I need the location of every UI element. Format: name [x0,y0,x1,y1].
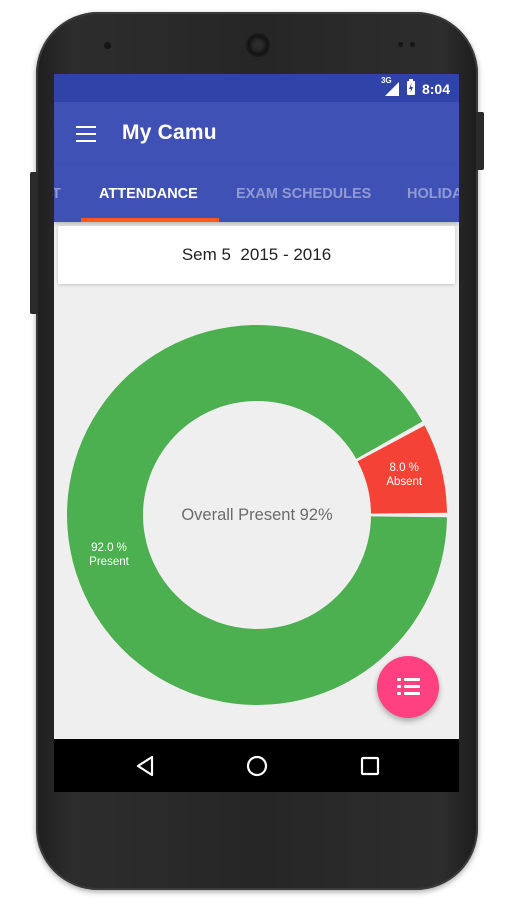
semester-selector[interactable]: Sem 5 2015 - 2016 [58,226,455,284]
donut-slice-present[interactable] [67,325,447,705]
sensor-dot [398,42,403,47]
sensor-dot [410,42,415,47]
clock-time: 8:04 [421,80,450,97]
tab-holidays[interactable]: HOLIDA [407,186,459,202]
tab-bar: T ATTENDANCE EXAM SCHEDULES HOLIDA [54,164,459,222]
back-icon[interactable] [132,752,160,780]
tab-exam-schedules[interactable]: EXAM SCHEDULES [236,186,372,202]
status-icons: 3G 8:04 [381,76,450,98]
battery-icon [406,79,416,98]
list-fab-button[interactable] [377,656,439,718]
power-button [476,112,484,170]
slice-value-label: 8.0 % [390,462,419,474]
chart-center-text: Overall Present 92% [181,506,333,524]
tab-attendance[interactable]: ATTENDANCE [99,186,198,202]
recents-icon[interactable] [356,752,384,780]
slice-label-present: 92.0 % Present [89,542,129,568]
volume-button [30,172,38,314]
home-icon[interactable] [243,752,271,780]
attendance-donut-chart: Overall Present 92% 8.0 % Absent 92.0 % Pre… [67,325,447,705]
slice-name-label: Present [89,556,129,568]
navigation-bar [54,739,459,792]
tab-previous[interactable]: T [54,186,61,202]
app-title: My Camu [122,121,217,144]
screen: 3G 8:04 My Camu T ATTENDANCE EXAM SCHEDU… [54,74,459,792]
slice-name-label: Absent [386,476,423,488]
front-camera [248,35,268,55]
signal-icon: 3G [381,76,400,97]
speaker-dot [104,42,111,49]
status-bar: 3G 8:04 [54,74,459,102]
app-bar: My Camu [54,102,459,164]
tab-indicator [81,218,219,222]
hamburger-menu-icon[interactable] [76,126,96,143]
donut-slice-absent[interactable] [357,425,447,514]
slice-value-label: 92.0 % [91,542,127,554]
slice-label-absent: 8.0 % Absent [386,462,423,488]
network-label: 3G [380,75,392,85]
semester-label: Sem 5 2015 - 2016 [181,245,332,264]
